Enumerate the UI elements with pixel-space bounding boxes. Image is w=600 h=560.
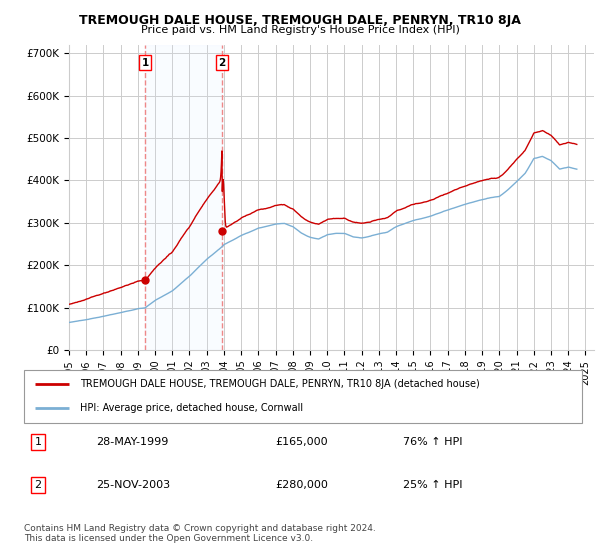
Text: 25-NOV-2003: 25-NOV-2003 bbox=[97, 480, 170, 491]
Text: £165,000: £165,000 bbox=[275, 437, 328, 447]
Bar bbox=[145, 45, 222, 350]
Text: 1: 1 bbox=[142, 58, 149, 68]
FancyBboxPatch shape bbox=[24, 370, 582, 423]
Text: 2: 2 bbox=[34, 480, 41, 491]
Text: TREMOUGH DALE HOUSE, TREMOUGH DALE, PENRYN, TR10 8JA (detached house): TREMOUGH DALE HOUSE, TREMOUGH DALE, PENR… bbox=[80, 379, 479, 389]
Text: £280,000: £280,000 bbox=[275, 480, 328, 491]
Point bbox=[217, 227, 227, 236]
Text: 76% ↑ HPI: 76% ↑ HPI bbox=[403, 437, 463, 447]
Text: TREMOUGH DALE HOUSE, TREMOUGH DALE, PENRYN, TR10 8JA: TREMOUGH DALE HOUSE, TREMOUGH DALE, PENR… bbox=[79, 14, 521, 27]
Text: 1: 1 bbox=[34, 437, 41, 447]
Text: 2: 2 bbox=[218, 58, 226, 68]
Text: 28-MAY-1999: 28-MAY-1999 bbox=[97, 437, 169, 447]
Text: 25% ↑ HPI: 25% ↑ HPI bbox=[403, 480, 463, 491]
Text: Contains HM Land Registry data © Crown copyright and database right 2024.
This d: Contains HM Land Registry data © Crown c… bbox=[24, 524, 376, 543]
Text: HPI: Average price, detached house, Cornwall: HPI: Average price, detached house, Corn… bbox=[80, 403, 303, 413]
Text: Price paid vs. HM Land Registry's House Price Index (HPI): Price paid vs. HM Land Registry's House … bbox=[140, 25, 460, 35]
Point bbox=[140, 276, 150, 284]
